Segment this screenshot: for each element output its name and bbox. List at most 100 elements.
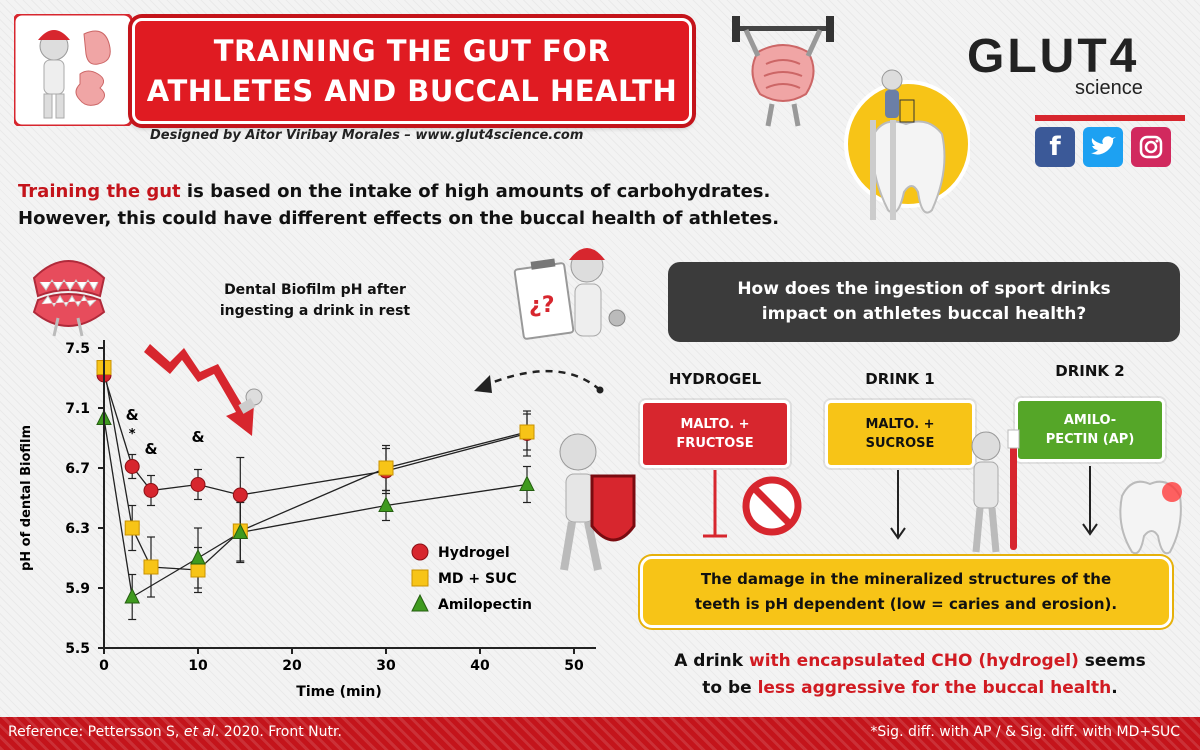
facebook-icon[interactable]: f — [1035, 127, 1075, 167]
doctor-illustration — [14, 14, 132, 126]
conclusion-part-3: seems — [1078, 651, 1146, 671]
damage-line-1: The damage in the mineralized structures… — [700, 570, 1112, 588]
instagram-icon[interactable] — [1131, 127, 1171, 167]
x-tick-label: 20 — [282, 658, 302, 674]
question-line-1: How does the ingestion of sport drinks — [737, 279, 1111, 299]
data-point-hydrogel — [411, 543, 429, 561]
y-tick-label: 5.9 — [65, 581, 90, 597]
shield-figure-illustration — [559, 433, 636, 571]
prohibited-icon — [742, 476, 802, 536]
legend-label: MD + SUC — [438, 571, 517, 587]
significance-annotation: & — [144, 440, 157, 458]
data-point-hydrogel — [190, 477, 206, 492]
drink-box-drink1-line-1: MALTO. + — [865, 417, 935, 432]
conclusion-text: A drink with encapsulated CHO (hydrogel)… — [640, 648, 1180, 702]
drink-box-drink2: AMILO- PECTIN (AP) — [1015, 398, 1165, 462]
drink-box-hydrogel: MALTO. + FRUCTOSE — [640, 400, 790, 468]
footer-reference-italic: et al — [183, 724, 215, 740]
conclusion-line-1: A drink with encapsulated CHO (hydrogel)… — [640, 648, 1180, 675]
brand-logo-text: GLUT4 — [967, 30, 1139, 83]
intro-text: Training the gut is based on the intake … — [18, 178, 779, 232]
legend-label: Amilopectin — [438, 597, 532, 613]
inhibit-line-icon — [703, 470, 727, 538]
data-point-md-suc — [378, 460, 394, 476]
drink-box-drink1-line-2: SUCROSE — [865, 436, 935, 451]
data-point-md-suc — [519, 424, 535, 440]
twitter-icon[interactable] — [1083, 127, 1123, 167]
y-tick-label: 5.5 — [65, 641, 90, 657]
intro-line-1-rest: is based on the intake of high amounts o… — [180, 181, 771, 202]
data-point-amilopectin — [378, 496, 394, 512]
drink-box-drink2-line-1: AMILO- — [1063, 413, 1117, 428]
damage-line-2: teeth is pH dependent (low = caries and … — [694, 595, 1118, 613]
intro-line-2: However, this could have different effec… — [18, 208, 780, 229]
chart-title: Dental Biofilm pH after ingesting a drin… — [150, 280, 480, 322]
curved-arrow-icon — [474, 370, 604, 394]
significance-annotation: & — [191, 428, 204, 446]
chart-title-line-1: Dental Biofilm pH after — [224, 282, 406, 298]
falling-figure-illustration — [238, 388, 263, 414]
x-tick-label: 30 — [376, 658, 396, 674]
y-axis-label: pH of dental Biofilm — [19, 425, 34, 571]
intro-highlight: Training the gut — [18, 181, 181, 202]
conclusion-part-5: less aggressive for the buccal health — [757, 678, 1112, 698]
data-point-md-suc — [411, 569, 429, 587]
damage-statement-box: The damage in the mineralized structures… — [640, 556, 1172, 628]
toothbrush-figure-illustration — [971, 429, 1020, 553]
data-point-amilopectin — [232, 523, 249, 539]
conclusion-part-2: with encapsulated CHO (hydrogel) — [749, 651, 1079, 671]
title-banner: TRAINING THE GUT FOR ATHLETES AND BUCCAL… — [132, 18, 692, 124]
question-line-2: impact on athletes buccal health? — [761, 304, 1087, 324]
data-point-md-suc — [143, 559, 159, 575]
x-tick-label: 40 — [470, 658, 490, 674]
brand-logo-sub: science — [1075, 77, 1143, 99]
data-point-md-suc — [124, 520, 140, 536]
gut-weightlifter-illustration — [732, 16, 834, 127]
series-line-hydrogel — [103, 374, 528, 496]
legend-label: Hydrogel — [438, 545, 510, 561]
footer-reference-suffix: . 2020. Front Nutr. — [214, 724, 342, 740]
social-divider — [1035, 115, 1185, 121]
chart-title-line-2: ingesting a drink in rest — [219, 303, 411, 319]
significance-annotation: & — [126, 406, 139, 424]
x-tick-label: 50 — [564, 658, 584, 674]
drink-heading-drink1: DRINK 1 — [865, 370, 935, 388]
tooth-driller-illustration — [844, 69, 970, 220]
data-point-hydrogel — [124, 459, 140, 474]
x-axis-label: Time (min) — [296, 684, 381, 700]
y-tick-label: 7.5 — [65, 341, 90, 357]
series-line-md-suc — [103, 367, 528, 571]
brand-logo: GLUT4 science — [967, 30, 1143, 99]
conclusion-line-2: to be less aggressive for the buccal hea… — [640, 675, 1180, 702]
clipboard-question-text: ¿? — [529, 293, 555, 318]
designer-credit: Designed by Aitor Viribay Morales – www.… — [150, 128, 584, 143]
down-arrow-icon — [144, 344, 254, 436]
x-tick-label: 10 — [188, 658, 208, 674]
title-line-1: TRAINING THE GUT FOR — [213, 34, 611, 68]
y-tick-label: 6.3 — [65, 521, 90, 537]
drink-heading-drink2: DRINK 2 — [1055, 362, 1125, 380]
sore-tooth-illustration — [1119, 480, 1182, 555]
drink-box-hydrogel-line-1: MALTO. + — [680, 417, 750, 432]
social-links: f — [1035, 127, 1171, 167]
drink-heading-hydrogel: HYDROGEL — [668, 370, 762, 388]
drink-box-hydrogel-line-2: FRUCTOSE — [676, 436, 754, 451]
conclusion-part-1: A drink — [674, 651, 749, 671]
data-point-hydrogel — [232, 487, 248, 503]
arrow-down-icon — [1082, 466, 1098, 536]
data-point-amilopectin — [519, 475, 535, 491]
data-point-amilopectin — [190, 548, 206, 565]
data-point-md-suc — [190, 562, 206, 578]
title-line-2: ATHLETES AND BUCCAL HEALTH — [146, 74, 678, 108]
y-tick-label: 7.1 — [65, 401, 90, 417]
data-point-amilopectin — [124, 587, 141, 604]
drink-box-drink1: MALTO. + SUCROSE — [825, 400, 975, 468]
x-tick-label: 0 — [99, 658, 109, 674]
conclusion-part-4: to be — [702, 678, 758, 698]
significance-annotation: * — [129, 427, 136, 442]
series-line-amilopectin — [103, 418, 528, 599]
teeth-illustration — [32, 260, 106, 337]
coach-clipboard-illustration: ¿? — [513, 248, 626, 340]
footer-bar: Reference: Pettersson S, et al. 2020. Fr… — [0, 717, 1200, 750]
